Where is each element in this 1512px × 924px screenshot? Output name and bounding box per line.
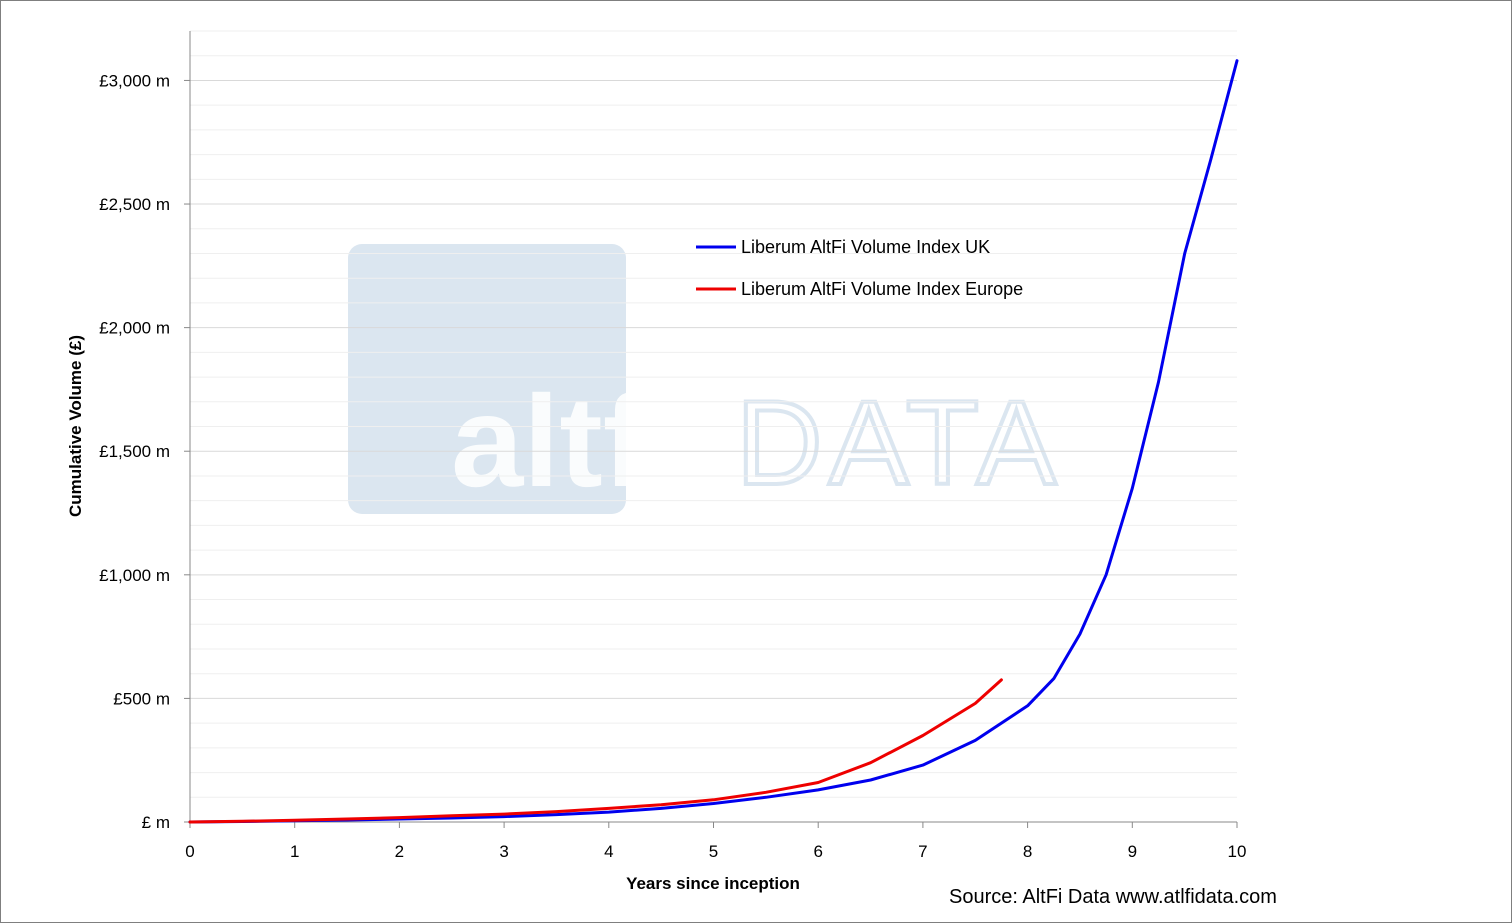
x-tick-label: 0 <box>185 842 194 861</box>
x-tick-label: 10 <box>1228 842 1247 861</box>
x-tick-label: 1 <box>290 842 299 861</box>
y-tick-label: £ m <box>142 813 170 832</box>
x-tick-label: 8 <box>1023 842 1032 861</box>
x-tick-label: 4 <box>604 842 613 861</box>
source-note: Source: AltFi Data www.atlfidata.com <box>949 886 1277 908</box>
watermark-logo: altfi DATA <box>348 244 1062 514</box>
y-axis-ticks: £ m £500 m £1,000 m £1,500 m £2,000 m £2,500 … <box>99 71 190 832</box>
watermark-word-data: DATA <box>736 376 1062 510</box>
x-tick-label: 3 <box>499 842 508 861</box>
watermark-word-altfi: altfi <box>451 368 682 514</box>
x-tick-label: 9 <box>1128 842 1137 861</box>
y-tick-label: £3,000 m <box>99 71 170 90</box>
y-tick-label: £2,000 m <box>99 319 170 338</box>
series-lines <box>188 59 1239 824</box>
legend-label-uk: Liberum AltFi Volume Index UK <box>741 237 990 257</box>
x-tick-label: 2 <box>395 842 404 861</box>
x-axis-ticks: 0 1 2 3 4 5 6 7 8 9 10 <box>185 822 1246 861</box>
series-line-uk <box>188 59 1239 824</box>
y-tick-label: £500 m <box>113 689 170 708</box>
gridlines <box>190 30 1237 798</box>
x-tick-label: 6 <box>813 842 822 861</box>
x-tick-label: 5 <box>709 842 718 861</box>
series-line-europe <box>188 678 1003 824</box>
watermark-box <box>348 244 626 514</box>
legend: Liberum AltFi Volume Index UK Liberum Al… <box>696 237 1023 299</box>
y-tick-label: £2,500 m <box>99 195 170 214</box>
y-tick-label: £1,500 m <box>99 442 170 461</box>
y-axis-title: Cumulative Volume (£) <box>66 335 85 517</box>
x-axis-title: Years since inception <box>626 874 800 893</box>
legend-label-europe: Liberum AltFi Volume Index Europe <box>741 279 1023 299</box>
y-tick-label: £1,000 m <box>99 566 170 585</box>
x-tick-label: 7 <box>918 842 927 861</box>
